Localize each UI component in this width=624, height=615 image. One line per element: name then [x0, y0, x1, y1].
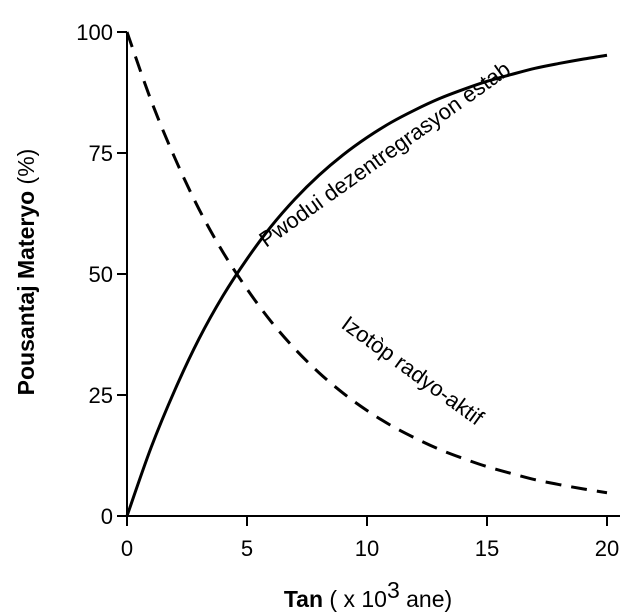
x-tick-label: 15 [475, 536, 499, 561]
series-line-stable-product [125, 53, 608, 517]
x-tick-label: 20 [595, 536, 619, 561]
curve-label-isotope: Izotòp radyo-aktif [337, 311, 489, 431]
x-axis-title-post: ane) [400, 586, 452, 612]
x-axis-title-pre: ( x 10 [323, 586, 387, 612]
series [125, 31, 608, 517]
x-axis-title-bold: Tan [284, 586, 323, 612]
axes [126, 32, 620, 517]
x-tick-label: 5 [241, 536, 253, 561]
y-tick-label: 50 [89, 262, 113, 287]
curve-label-stable: Pwodui dezentregrasyon estab [254, 56, 514, 252]
x-axis-title-sup: 3 [387, 577, 400, 603]
y-tick-label: 25 [89, 383, 113, 408]
x-tick-label: 0 [121, 536, 133, 561]
y-axis-title-bold: Pousantaj Materyo [13, 191, 39, 396]
series-line-radioactive-isotope [125, 31, 608, 495]
y-tick-label: 100 [76, 20, 113, 45]
y-axis-title: Pousantaj Materyo (%) [13, 149, 39, 396]
y-tick-label: 75 [89, 141, 113, 166]
x-axis-title: Tan ( x 103 ane) [284, 577, 452, 612]
ticks: 0 5 10 15 20 0 25 50 75 100 [76, 20, 619, 561]
y-axis-title-normal: (%) [13, 149, 39, 191]
y-tick-label: 0 [101, 504, 113, 529]
x-tick-label: 10 [355, 536, 379, 561]
